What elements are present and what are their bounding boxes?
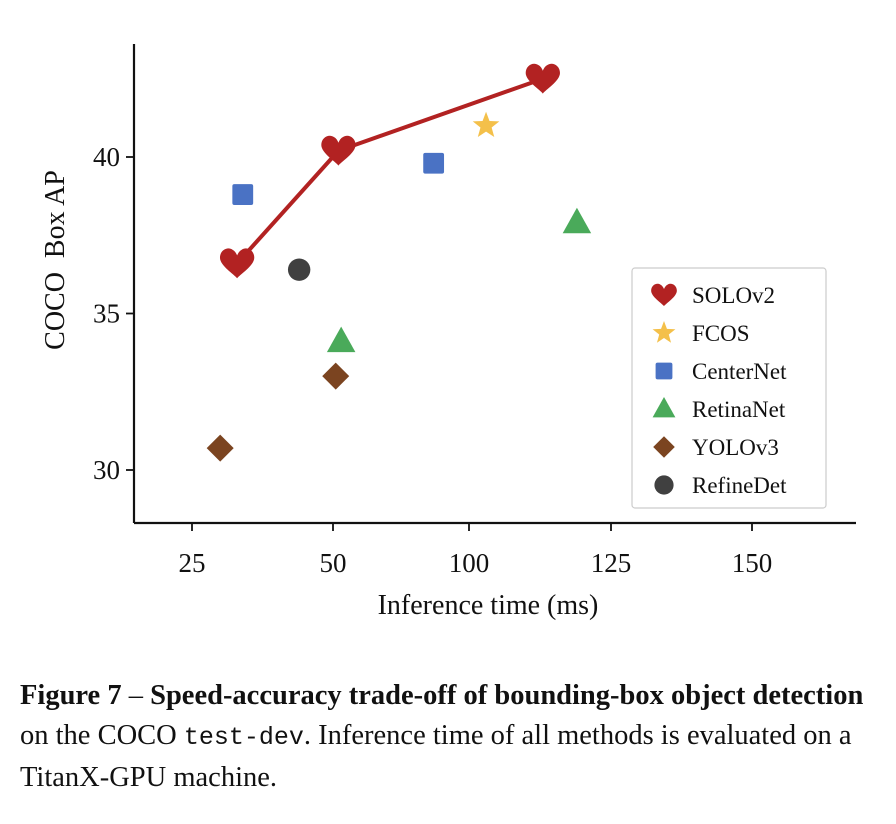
legend-marker-solov2 bbox=[651, 283, 677, 307]
data-point-fcos bbox=[472, 111, 500, 138]
x-axis-label: Inference time (ms) bbox=[378, 590, 599, 621]
legend-label-refinedet: RefineDet bbox=[692, 473, 787, 498]
series-solov2 bbox=[219, 63, 560, 279]
legend-label-solov2: SOLOv2 bbox=[692, 283, 775, 308]
data-point-yolov3 bbox=[322, 362, 350, 390]
data-point-retinanet bbox=[562, 207, 592, 234]
legend-marker-centernet bbox=[655, 362, 673, 380]
legend-marker-fcos bbox=[652, 321, 676, 343]
data-point-centernet bbox=[423, 152, 445, 174]
legend-marker-retinanet bbox=[652, 397, 676, 418]
caption-dash: – bbox=[121, 680, 151, 711]
series-refinedet bbox=[287, 258, 311, 281]
legend-label-fcos: FCOS bbox=[692, 321, 750, 346]
legend-label-retinanet: RetinaNet bbox=[692, 397, 786, 422]
caption-text-1: on the COCO bbox=[20, 720, 184, 751]
data-point-yolov3 bbox=[206, 434, 234, 462]
series-centernet bbox=[232, 152, 445, 205]
y-tick-label: 40 bbox=[93, 142, 120, 172]
caption-bold-text: Speed-accuracy trade-off of bounding-box… bbox=[150, 680, 864, 711]
data-point-solov2 bbox=[321, 135, 356, 166]
figure-caption: Figure 7 – Speed-accuracy trade-off of b… bbox=[20, 676, 870, 798]
x-tick-label: 25 bbox=[179, 548, 206, 578]
tick-labels: 25 50 100 125 150 30 35 40 bbox=[93, 142, 772, 578]
legend-frame bbox=[631, 267, 827, 509]
data-point-solov2 bbox=[219, 248, 255, 279]
series-retinanet bbox=[326, 207, 592, 353]
y-tick-label: 35 bbox=[93, 299, 120, 329]
data-point-retinanet bbox=[326, 326, 356, 353]
caption-mono-text: test-dev bbox=[183, 723, 304, 752]
x-tick-label: 100 bbox=[449, 548, 490, 578]
legend-marker-yolov3 bbox=[653, 436, 675, 458]
series-yolov3 bbox=[206, 362, 350, 462]
data-point-centernet bbox=[232, 184, 254, 205]
caption-text-2: . Inference time of all methods is evalu… bbox=[20, 720, 852, 793]
x-tick-label: 150 bbox=[732, 548, 773, 578]
caption-label: Figure 7 bbox=[20, 680, 122, 711]
legend: SOLOv2 FCOS CenterNet RetinaNet YOLOv3 Refine… bbox=[631, 267, 827, 509]
legend-marker-refinedet bbox=[654, 475, 674, 495]
legend-label-yolov3: YOLOv3 bbox=[692, 435, 779, 460]
x-tick-label: 125 bbox=[591, 548, 632, 578]
legend-label-centernet: CenterNet bbox=[692, 359, 787, 384]
y-tick-label: 30 bbox=[93, 455, 120, 485]
data-point-refinedet bbox=[287, 258, 311, 281]
x-tick-label: 50 bbox=[320, 548, 347, 578]
series-fcos bbox=[472, 111, 500, 138]
y-axis-label: COCO Box AP bbox=[40, 170, 71, 350]
series-line-solov2 bbox=[235, 76, 544, 265]
series-layer bbox=[206, 63, 592, 462]
data-point-solov2 bbox=[525, 63, 560, 94]
axes bbox=[126, 44, 856, 531]
